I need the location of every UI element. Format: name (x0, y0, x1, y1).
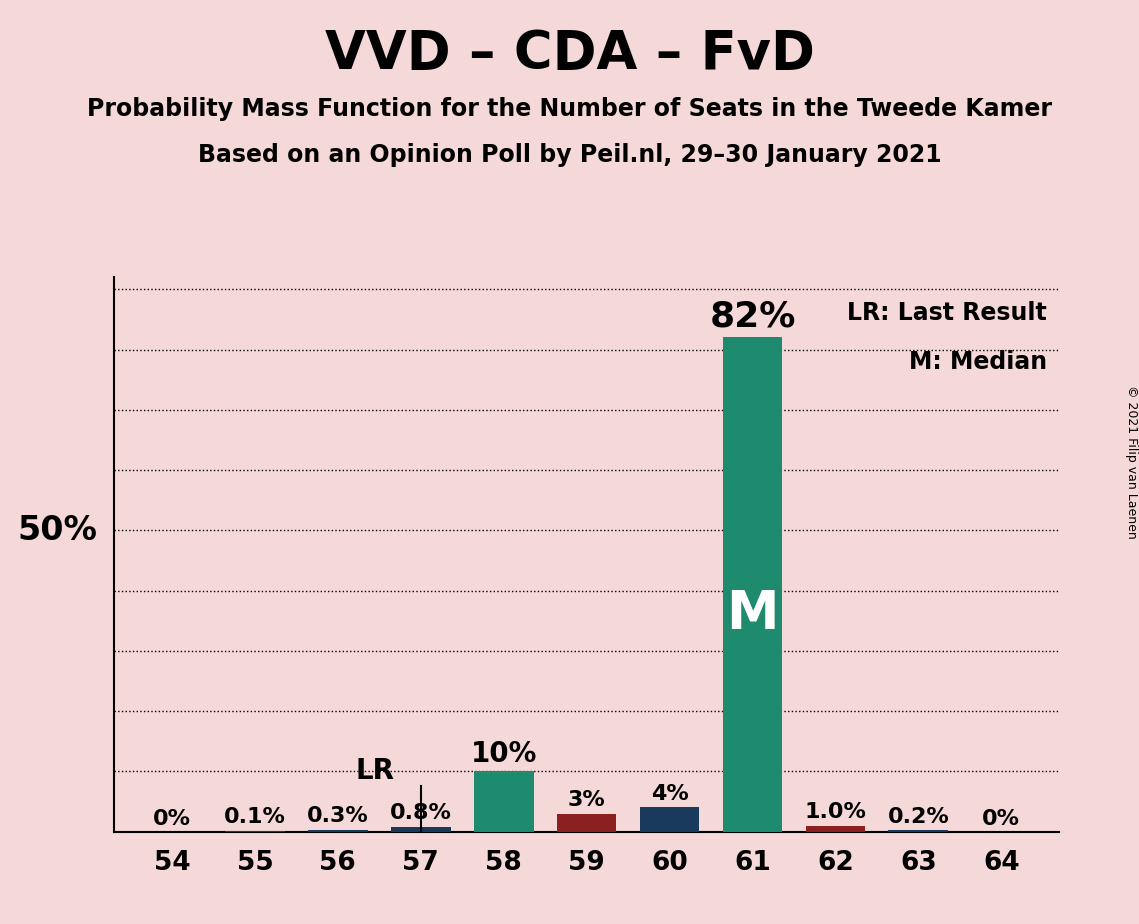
Bar (474, 772, 533, 832)
Text: 0.1%: 0.1% (224, 808, 286, 827)
Text: 10%: 10% (470, 740, 536, 768)
Text: 4%: 4% (650, 784, 688, 804)
Text: 0.8%: 0.8% (390, 803, 452, 823)
Bar (722, 337, 782, 832)
Text: 3%: 3% (567, 790, 606, 810)
Text: 0%: 0% (153, 808, 191, 829)
Text: M: M (727, 589, 779, 640)
Text: 82%: 82% (710, 300, 796, 334)
Text: Based on an Opinion Poll by Peil.nl, 29–30 January 2021: Based on an Opinion Poll by Peil.nl, 29–… (198, 143, 941, 167)
Text: © 2021 Filip van Laenen: © 2021 Filip van Laenen (1124, 385, 1138, 539)
Bar (308, 830, 368, 832)
Bar (557, 813, 616, 832)
Text: Probability Mass Function for the Number of Seats in the Tweede Kamer: Probability Mass Function for the Number… (87, 97, 1052, 121)
Bar (888, 831, 948, 832)
Text: LR: LR (355, 757, 394, 784)
Text: 1.0%: 1.0% (804, 802, 867, 822)
Text: 50%: 50% (17, 514, 97, 547)
Text: 0%: 0% (982, 808, 1021, 829)
Text: LR: Last Result: LR: Last Result (847, 301, 1047, 325)
Text: M: Median: M: Median (909, 349, 1047, 373)
Text: 0.3%: 0.3% (306, 806, 369, 826)
Text: VVD – CDA – FvD: VVD – CDA – FvD (325, 28, 814, 79)
Bar (805, 825, 866, 832)
Bar (640, 808, 699, 832)
Bar (391, 827, 451, 832)
Text: 0.2%: 0.2% (887, 807, 949, 827)
